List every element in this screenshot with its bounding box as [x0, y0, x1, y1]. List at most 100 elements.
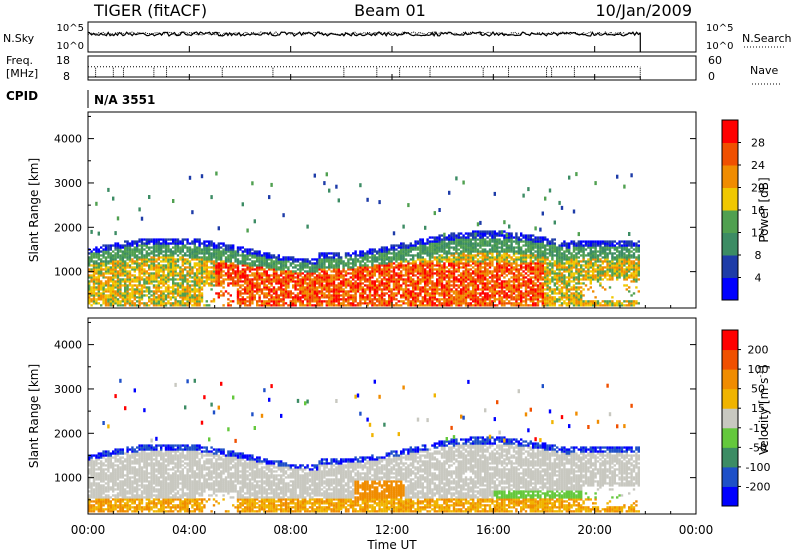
heatmap-cell [179, 278, 182, 281]
heatmap-cell [210, 242, 213, 245]
heatmap-cell [515, 238, 518, 241]
heatmap-cell [330, 288, 333, 291]
heatmap-cell [138, 290, 141, 293]
heatmap-cell [97, 270, 100, 273]
heatmap-cell [133, 250, 136, 253]
heatmap-cell [508, 290, 511, 293]
heatmap-cell [128, 242, 132, 245]
heatmap-cell [299, 298, 302, 301]
heatmap-cell [431, 252, 434, 255]
heatmap-cell [133, 254, 136, 257]
heatmap-cell [359, 272, 362, 275]
heatmap-cell [431, 270, 434, 273]
heatmap-cell [172, 294, 175, 297]
heatmap-cell [272, 302, 276, 305]
heatmap-cell [395, 284, 398, 287]
heatmap-cell [268, 300, 271, 303]
heatmap-cell [491, 258, 494, 261]
heatmap-cell [510, 268, 513, 271]
heatmap-cell [114, 254, 117, 257]
heatmap-cell [277, 294, 280, 297]
heatmap-cell [246, 296, 249, 299]
heatmap-cell [239, 260, 242, 263]
heatmap-cell [412, 260, 415, 263]
heatmap-cell [126, 248, 129, 251]
heatmap-cell [323, 286, 326, 289]
heatmap-cell [337, 294, 340, 297]
heatmap-cell [390, 246, 393, 249]
heatmap-cell [172, 302, 175, 305]
heatmap-cell [464, 272, 468, 275]
heatmap-cell [496, 234, 499, 237]
heatmap-cell [529, 252, 532, 255]
heatmap-cell [287, 294, 290, 297]
heatmap-cell [517, 272, 520, 275]
heatmap-cell [263, 302, 266, 305]
heatmap-cell [263, 262, 266, 265]
heatmap-cell [337, 272, 340, 275]
heatmap-cell [541, 302, 544, 305]
heatmap-cell [443, 294, 446, 297]
heatmap-cell [239, 276, 242, 279]
heatmap-cell [248, 298, 252, 301]
heatmap-cell [532, 256, 535, 259]
heatmap-cell [455, 284, 458, 287]
heatmap-cell [263, 256, 266, 259]
heatmap-cell [424, 280, 427, 283]
heatmap-cell [349, 272, 352, 275]
heatmap-cell [491, 264, 494, 267]
heatmap-cell [361, 256, 364, 259]
heatmap-cell [251, 274, 254, 277]
heatmap-cell [445, 236, 448, 239]
heatmap-cell [534, 296, 537, 299]
heatmap-cell [109, 294, 112, 297]
heatmap-cell [299, 304, 302, 307]
heatmap-cell [275, 272, 278, 275]
heatmap-cell [335, 270, 338, 273]
heatmap-cell [325, 290, 328, 293]
heatmap-cell [97, 252, 100, 255]
heatmap-cell [388, 288, 391, 291]
heatmap-cell [380, 290, 384, 293]
heatmap-cell [107, 276, 110, 279]
heatmap-cell [356, 304, 360, 307]
heatmap-cell [508, 234, 511, 237]
heatmap-cell [433, 242, 436, 245]
heatmap-cell [246, 286, 249, 289]
heatmap-cell [440, 244, 444, 247]
heatmap-cell [280, 258, 283, 261]
heatmap-cell [371, 300, 374, 303]
heatmap-cell [100, 296, 103, 299]
heatmap-cell [484, 276, 487, 279]
heatmap-cell [493, 258, 496, 261]
heatmap-cell [515, 276, 518, 279]
heatmap-cell [426, 242, 429, 245]
heatmap-cell [325, 282, 328, 285]
heatmap-cell [294, 260, 297, 263]
heatmap-cell [253, 276, 256, 279]
heatmap-cell [383, 278, 386, 281]
heatmap-cell [481, 266, 484, 269]
heatmap-cell [215, 244, 218, 247]
heatmap-cell [354, 284, 357, 287]
heatmap-cell [342, 268, 345, 271]
heatmap-cell [306, 288, 309, 291]
heatmap-cell [440, 304, 444, 307]
heatmap-cell [220, 280, 223, 283]
heatmap-cell [229, 256, 232, 259]
heatmap-cell [443, 304, 446, 307]
heatmap-cell [121, 262, 124, 265]
heatmap-cell [397, 300, 400, 303]
heatmap-cell [462, 270, 465, 273]
heatmap-cell [517, 284, 520, 287]
heatmap-cell [505, 254, 508, 257]
heatmap-cell [109, 244, 112, 247]
heatmap-cell [330, 266, 333, 269]
heatmap-cell [467, 268, 470, 271]
heatmap-cell [95, 246, 98, 249]
heatmap-cell [517, 248, 520, 251]
heatmap-cell [121, 280, 124, 283]
heatmap-cell [313, 266, 316, 269]
heatmap-cell [128, 300, 132, 303]
